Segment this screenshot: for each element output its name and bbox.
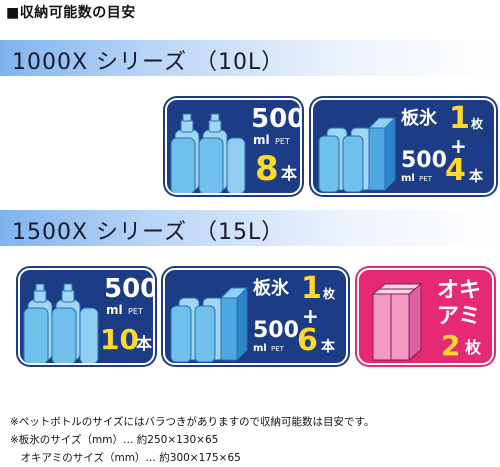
- tile-ice-pet-1-6: 板氷 1 枚 + 500 ml PET 6 本: [163, 268, 348, 365]
- ice-and-bottles-icon: [170, 286, 249, 363]
- ice-unit: 枚: [323, 287, 336, 301]
- count-unit-text: 枚: [465, 338, 482, 357]
- unit-text: ml: [106, 303, 123, 317]
- okiami-block-icon: [371, 282, 423, 362]
- ice-unit: 枚: [471, 117, 484, 131]
- count-unit-text: 本: [281, 164, 298, 183]
- plus-sign: +: [302, 304, 319, 328]
- count-unit-text: 本: [136, 334, 153, 353]
- ice-count: 1: [449, 101, 470, 136]
- pet-text: PET: [419, 175, 432, 183]
- series-1500x-bar: 1500X シリーズ （15L）: [0, 210, 500, 246]
- pet-text: PET: [271, 345, 284, 353]
- pet-bottles-icon: [170, 113, 246, 193]
- footnote-ice-size: ※板氷のサイズ（mm）… 約250×130×65: [10, 434, 219, 446]
- footnote-pet-variation: ※ペットボトルのサイズにはバラつきがありますので収納可能数は目安です。: [10, 416, 375, 428]
- tile-okiami-2: オキ アミ 2 枚: [357, 268, 494, 365]
- count-text: 8: [255, 149, 279, 189]
- plus-sign: +: [450, 134, 467, 158]
- count-unit-text: 本: [321, 339, 335, 355]
- section-heading: ■収納可能数の目安: [6, 5, 136, 21]
- tile-pet-10: 500 ml PET 10 本: [18, 268, 155, 365]
- okiami-label-line2: アミ: [437, 304, 481, 329]
- count-text: 10: [100, 323, 139, 356]
- ice-label: 板氷: [401, 108, 437, 129]
- series-1000x-bar: 1000X シリーズ （10L）: [0, 40, 500, 76]
- volume-text: 500: [401, 148, 447, 173]
- ice-label: 板氷: [253, 278, 289, 299]
- unit-text: ml: [401, 173, 415, 184]
- okiami-label-line1: オキ: [437, 278, 482, 303]
- series-label: 1500X シリーズ （15L）: [12, 220, 285, 245]
- volume-text: 500: [251, 104, 302, 134]
- pet-bottles-icon: [23, 283, 99, 363]
- count-unit-text: 本: [469, 169, 483, 185]
- unit-text: ml: [253, 133, 270, 147]
- tile-pet-8: 500 ml PET 8 本: [165, 98, 302, 195]
- pet-text: PET: [128, 307, 143, 316]
- count-text: 6: [297, 323, 318, 358]
- volume-text: 500: [104, 274, 155, 304]
- count-text: 2: [441, 329, 461, 362]
- ice-and-bottles-icon: [318, 116, 397, 193]
- ice-count: 1: [301, 271, 322, 306]
- series-label: 1000X シリーズ （10L）: [12, 50, 285, 75]
- count-text: 4: [445, 153, 466, 188]
- unit-text: ml: [253, 343, 267, 354]
- volume-text: 500: [253, 318, 299, 343]
- tile-ice-pet-1-4: 板氷 1 枚 + 500 ml PET 4 本: [311, 98, 496, 195]
- pet-text: PET: [275, 137, 290, 146]
- footnote-okiami-size: オキアミのサイズ（mm）… 約300×175×65: [10, 452, 241, 464]
